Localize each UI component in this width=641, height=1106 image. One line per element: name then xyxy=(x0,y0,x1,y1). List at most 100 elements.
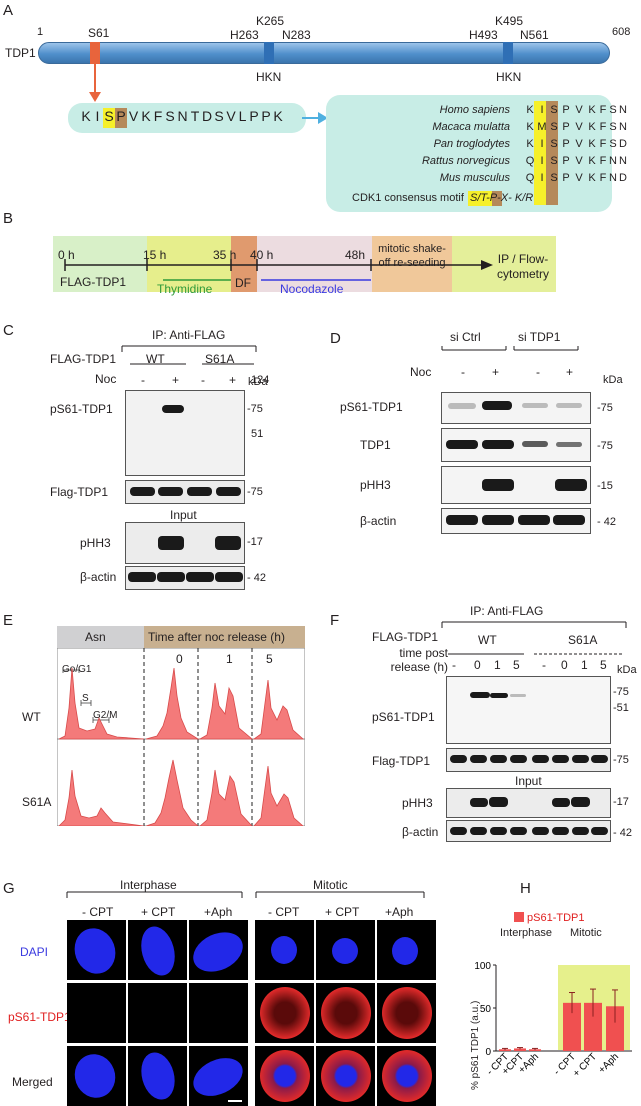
c-band-flag-3 xyxy=(187,487,212,496)
c-band-flag-4 xyxy=(216,487,241,496)
bar xyxy=(584,1002,602,1051)
panel-label-h: H xyxy=(520,880,531,897)
e-asn-label: Asn xyxy=(85,630,106,644)
end-position: 608 xyxy=(612,26,631,38)
f-band-actin-7 xyxy=(572,827,589,835)
c-marker-75b: -75 xyxy=(247,486,263,498)
species-row: Rattus norvegicus Q I S P V K F N N xyxy=(421,154,627,167)
d-band-phh3-1 xyxy=(482,479,514,491)
n561-label: N561 xyxy=(520,28,549,42)
bar xyxy=(499,1049,511,1051)
d-label-ps61: pS61-TDP1 xyxy=(340,400,403,414)
d-si-ctrl: si Ctrl xyxy=(450,330,481,344)
consensus-brown-bg xyxy=(492,191,502,206)
f-time-label: time post release (h) xyxy=(390,646,448,674)
chart-h: 0 50 100 pS61-TDP1 Interphase Mitotic % pS… xyxy=(470,912,632,1090)
e-row-s61a: S61A xyxy=(22,795,52,809)
f-band-phh3-3 xyxy=(489,797,508,807)
panel-label-a: A xyxy=(3,2,14,19)
c-label-flag: Flag-TDP1 xyxy=(50,485,109,499)
x-tick-label: +Aph xyxy=(597,1051,621,1075)
c-blot-ps61 xyxy=(125,390,245,476)
mitotic-segment xyxy=(372,236,452,292)
c-noc-4: + xyxy=(229,373,237,387)
c-noc-label: Noc xyxy=(95,372,117,386)
seg-flag-label: FLAG-TDP1 xyxy=(60,275,127,289)
f-band-actin-1 xyxy=(450,827,467,835)
mitotic-cell-red xyxy=(321,987,371,1039)
e-row-wt: WT xyxy=(22,710,41,724)
mitotic-cell-red xyxy=(260,987,310,1039)
x-tick-label: + CPT xyxy=(571,1051,599,1079)
d-band-ps61-1 xyxy=(448,403,476,409)
d-band-ps61-2 xyxy=(482,401,512,410)
d-noc-3: - xyxy=(536,365,540,379)
chromatin xyxy=(332,938,358,964)
species-row: Mus musculus Q I S P V K F N D xyxy=(439,171,627,184)
f-ip-title: IP: Anti-FLAG xyxy=(470,604,544,618)
n283-label: N283 xyxy=(282,28,311,42)
e-flow-plots xyxy=(57,648,305,826)
g-row-dapi: DAPI xyxy=(20,945,49,959)
d-band-phh3-2 xyxy=(555,479,587,491)
d-marker-75a: -75 xyxy=(597,402,613,414)
micro-ps61-int-2 xyxy=(128,983,187,1043)
c-label-actin: β-actin xyxy=(80,570,117,584)
thymidine-segment xyxy=(147,236,231,292)
c-kda-label: kDa xyxy=(248,376,268,388)
f-time-6: 0 xyxy=(561,658,568,672)
f-band-phh3-6 xyxy=(552,798,570,807)
f-marker-75a: -75 xyxy=(613,686,629,698)
mitotic-cell-merged xyxy=(321,1050,371,1102)
nocodazole-segment xyxy=(257,236,372,292)
mitotic-cell-merged xyxy=(382,1050,432,1102)
consensus-label: CDK1 consensus motif xyxy=(352,192,464,204)
d-noc-1: - xyxy=(461,365,465,379)
f-band-flag-4 xyxy=(510,755,527,763)
f-input-label: Input xyxy=(515,774,542,788)
f-band-flag-3 xyxy=(490,755,507,763)
d-band-tdp1-1 xyxy=(446,440,478,449)
d-marker-42: - 42 xyxy=(597,516,616,528)
seg-df-label: DF xyxy=(235,276,251,290)
p-column-highlight xyxy=(546,101,558,205)
flag-segment xyxy=(53,236,147,292)
c-noc-2: + xyxy=(172,373,180,387)
f-marker-42: - 42 xyxy=(613,827,632,839)
c-band-actin-4 xyxy=(215,572,243,582)
g-row-merged: Merged xyxy=(12,1075,53,1089)
c-label-phh3: pHH3 xyxy=(80,536,111,550)
g-cond-2: + CPT xyxy=(141,905,176,919)
f-time-8: 5 xyxy=(600,658,607,672)
y-tick-label: 0 xyxy=(485,1047,491,1058)
d-band-tdp1-3 xyxy=(522,441,548,447)
c-band-flag-1 xyxy=(130,487,155,496)
c-marker-42: - 42 xyxy=(247,572,266,584)
time-0h: 0 h xyxy=(58,248,75,262)
bar xyxy=(529,1049,541,1051)
g-brackets xyxy=(66,891,425,898)
y-tick-label: 100 xyxy=(474,961,491,972)
f-time-5: - xyxy=(542,658,546,672)
site-s61-label: S61 xyxy=(88,26,110,40)
e-phase-s: S xyxy=(82,693,89,704)
f-time-1: - xyxy=(452,658,456,672)
g-row-ps61: pS61-TDP1 xyxy=(8,1010,71,1024)
f-band-ps61-2 xyxy=(470,692,490,698)
bar xyxy=(563,1002,581,1051)
g-mitotic-label: Mitotic xyxy=(313,878,348,892)
seg-thymidine-label: Thymidine xyxy=(157,282,213,296)
species-row: Pan troglodytes K I S P V K F S D xyxy=(433,137,627,150)
d-label-phh3: pHH3 xyxy=(360,478,391,492)
legend-swatch xyxy=(514,912,524,922)
f-band-flag-7 xyxy=(572,755,589,763)
motif-arrow xyxy=(302,112,328,124)
k495-label: K495 xyxy=(495,14,524,28)
f-marker-75b: -75 xyxy=(613,754,629,766)
c-bracket xyxy=(121,345,257,365)
f-blot-ps61 xyxy=(446,676,611,744)
micro-ps61-int-3 xyxy=(189,983,248,1043)
f-band-ps61-4 xyxy=(510,694,526,697)
g-cond-1: - CPT xyxy=(82,905,114,919)
mitotic-cell-merged xyxy=(260,1050,310,1102)
